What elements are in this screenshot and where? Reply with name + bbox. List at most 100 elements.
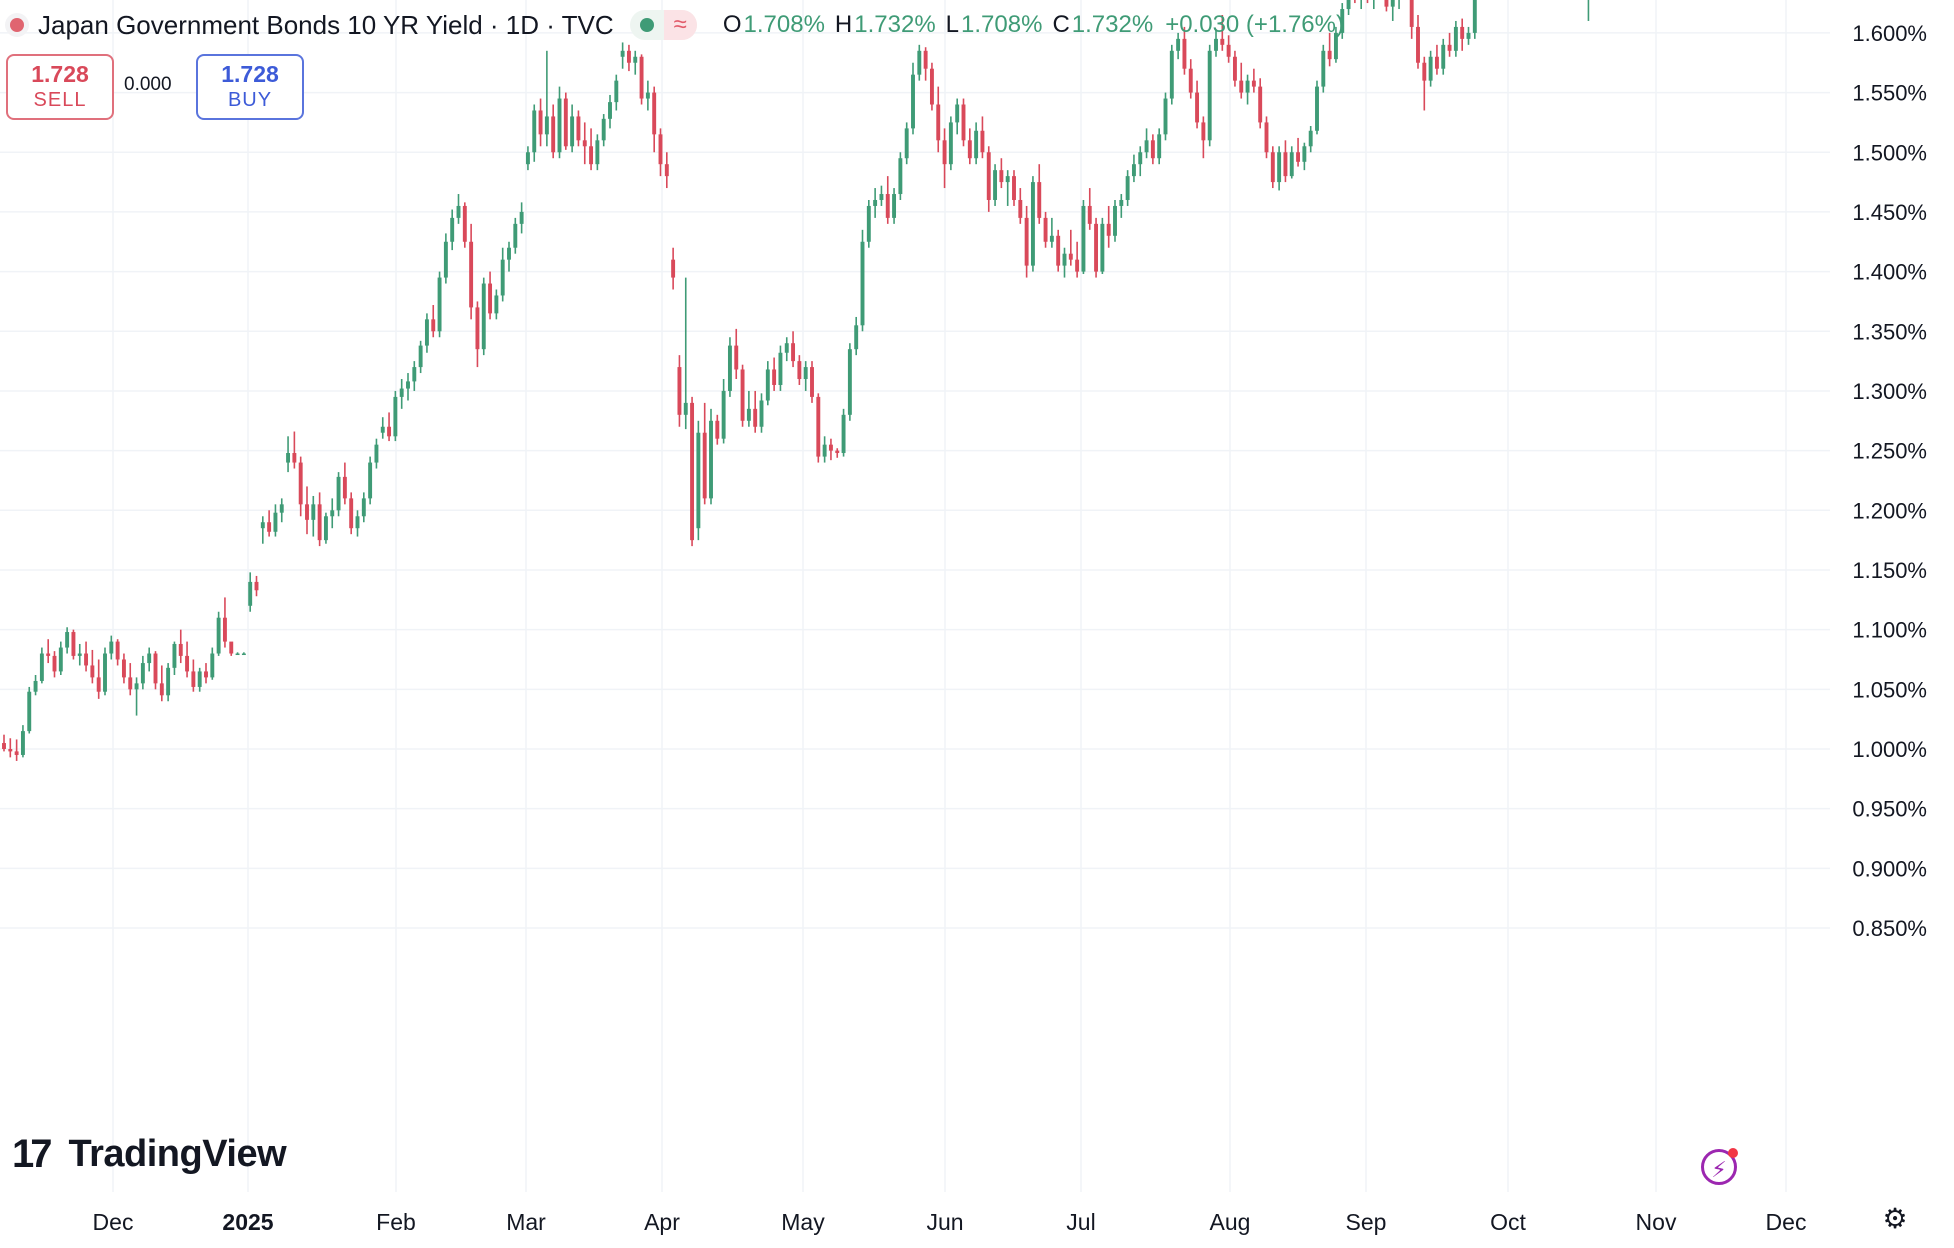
- x-tick-label: Aug: [1210, 1209, 1251, 1235]
- candle: [1012, 170, 1016, 206]
- candle: [620, 42, 625, 69]
- candle-body: [1453, 26, 1458, 51]
- y-tick-label: 1.100%: [1852, 618, 1927, 643]
- candle: [494, 289, 499, 320]
- candle-body: [955, 104, 960, 123]
- candle-body: [1176, 38, 1181, 51]
- candle-body: [254, 581, 259, 591]
- chart-legend: Japan Government Bonds 10 YR Yield · 1D …: [10, 8, 1344, 42]
- gear-icon[interactable]: ⚙: [1882, 1203, 1908, 1234]
- candle-body: [753, 408, 758, 427]
- candle-body: [677, 367, 682, 415]
- candle: [279, 498, 284, 523]
- candle: [1182, 26, 1187, 75]
- candle: [866, 199, 871, 248]
- candle: [727, 337, 732, 397]
- candle-body: [696, 432, 701, 529]
- candle-body: [727, 345, 732, 391]
- buy-button[interactable]: 1.728 BUY: [196, 54, 304, 120]
- x-tick-label: Jun: [926, 1209, 963, 1235]
- candle: [589, 128, 594, 171]
- candle-body: [1056, 235, 1061, 266]
- y-tick-label: 1.500%: [1852, 140, 1927, 165]
- candle: [1239, 62, 1244, 99]
- candle: [58, 641, 63, 676]
- market-status-icon[interactable]: [10, 18, 24, 32]
- candle-body: [778, 352, 783, 385]
- candle-body: [1113, 205, 1117, 236]
- candle: [292, 431, 297, 469]
- candle: [1354, 0, 1356, 4]
- sell-price: 1.728: [31, 61, 89, 87]
- candle: [664, 152, 669, 189]
- candle: [1315, 80, 1319, 135]
- lightning-alert-icon[interactable]: ⚡: [1701, 1148, 1738, 1185]
- candle-body: [311, 504, 316, 520]
- candle: [1296, 137, 1301, 167]
- candle-body: [683, 402, 688, 415]
- candle: [1207, 44, 1212, 147]
- candle: [778, 345, 783, 391]
- candle: [1428, 50, 1433, 87]
- sell-button[interactable]: 1.728 SELL: [6, 54, 114, 120]
- tradingview-logo[interactable]: 17 TradingView: [12, 1132, 287, 1176]
- time-axis[interactable]: Dec 2025 Feb Mar Apr May Jun Jul Aug Sep Oct Nov Dec: [93, 1209, 1807, 1235]
- candle-body: [336, 476, 341, 511]
- candle: [1346, 0, 1351, 15]
- candle: [1434, 44, 1439, 75]
- candle-body: [746, 408, 751, 421]
- candle: [216, 611, 221, 656]
- candle-body: [1220, 38, 1225, 45]
- candle-body: [1024, 217, 1029, 266]
- candle-body: [20, 731, 25, 755]
- candle-body: [557, 98, 562, 153]
- candle-body: [626, 50, 631, 63]
- candle-body: [1460, 26, 1465, 39]
- candle: [715, 414, 720, 445]
- candle: [1321, 44, 1326, 93]
- candle: [765, 361, 770, 406]
- candle: [336, 472, 341, 517]
- candle-body: [544, 116, 549, 135]
- candle-body: [847, 349, 852, 415]
- candle: [772, 357, 777, 391]
- candle-body: [917, 50, 922, 75]
- candle-body: [222, 617, 227, 642]
- candle-body: [563, 98, 568, 147]
- candle-body: [216, 617, 221, 654]
- candle: [525, 146, 530, 171]
- price-axis[interactable]: 0.850% 0.900% 0.950% 1.000% 1.050% 1.100% 1.15…: [1852, 0, 1927, 941]
- symbol-title[interactable]: Japan Government Bonds 10 YR Yield · 1D …: [38, 9, 614, 40]
- candle: [109, 635, 114, 660]
- candle-body: [361, 498, 366, 517]
- candle-body: [772, 369, 777, 385]
- candle: [658, 128, 663, 177]
- candle: [437, 271, 442, 338]
- candle: [955, 98, 960, 135]
- candle: [84, 641, 89, 672]
- candle: [740, 364, 745, 427]
- candle: [1277, 146, 1282, 191]
- candle: [121, 653, 126, 684]
- candle-body: [1416, 26, 1420, 63]
- candle-body: [652, 92, 657, 135]
- candle: [847, 343, 852, 421]
- candle-body: [923, 50, 928, 69]
- x-tick-label: 2025: [222, 1209, 273, 1235]
- grid-lines: [0, 0, 1830, 1192]
- candle-body: [525, 152, 530, 165]
- candle: [974, 122, 979, 165]
- candle-body: [58, 647, 63, 672]
- candle-body: [1258, 86, 1263, 123]
- candle: [570, 104, 575, 153]
- candle-body: [759, 400, 764, 427]
- candle: [185, 641, 190, 678]
- candle-body: [1422, 62, 1427, 81]
- candle-body: [147, 653, 152, 664]
- candle: [406, 373, 410, 401]
- candle-body: [96, 677, 101, 692]
- indicator-pill[interactable]: ≈: [629, 10, 697, 40]
- candle-body: [431, 319, 436, 332]
- candle-body: [1081, 205, 1086, 272]
